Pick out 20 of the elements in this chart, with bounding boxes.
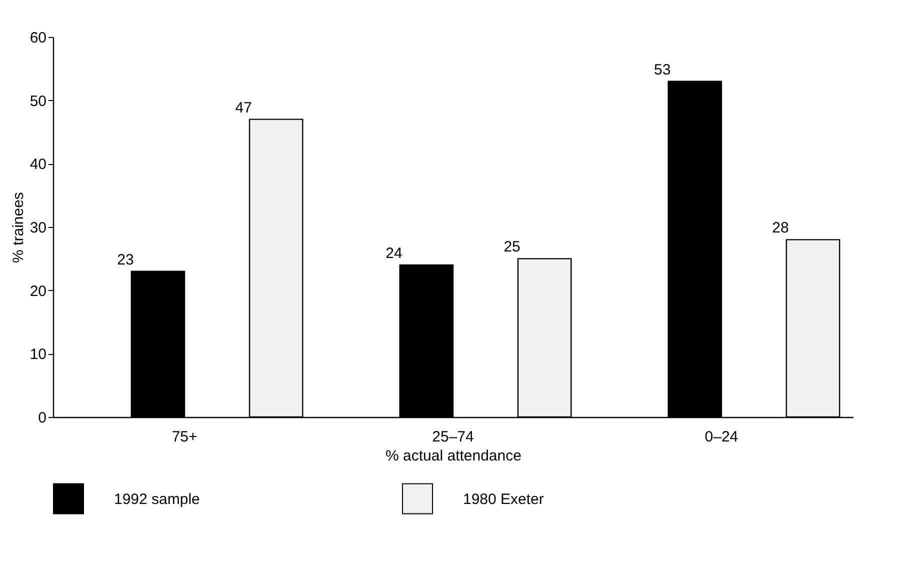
data-label: 28: [772, 220, 789, 237]
legend-label: 1980 Exeter: [463, 490, 544, 508]
y-tick-label: 0: [38, 410, 46, 426]
data-label: 24: [386, 245, 402, 262]
x-axis-title: % actual attendance: [386, 448, 522, 464]
y-axis-title: % trainees: [10, 192, 27, 263]
data-label: 47: [235, 99, 252, 116]
legend-label: 1992 sample: [114, 490, 200, 508]
data-label: 23: [117, 251, 134, 268]
y-tick-label: 30: [30, 220, 46, 236]
x-tick-label: 0–24: [704, 428, 738, 446]
x-tick-label: 75+: [172, 428, 198, 446]
data-label: 25: [504, 238, 520, 256]
x-tick-label: 25–74: [432, 428, 474, 446]
y-tick-label: 40: [30, 156, 46, 174]
y-tick-label: 50: [30, 92, 46, 110]
data-label: 53: [654, 61, 671, 78]
y-tick-label: 60: [30, 30, 46, 46]
y-tick-label: 10: [30, 346, 46, 364]
y-tick-label: 20: [30, 282, 46, 300]
